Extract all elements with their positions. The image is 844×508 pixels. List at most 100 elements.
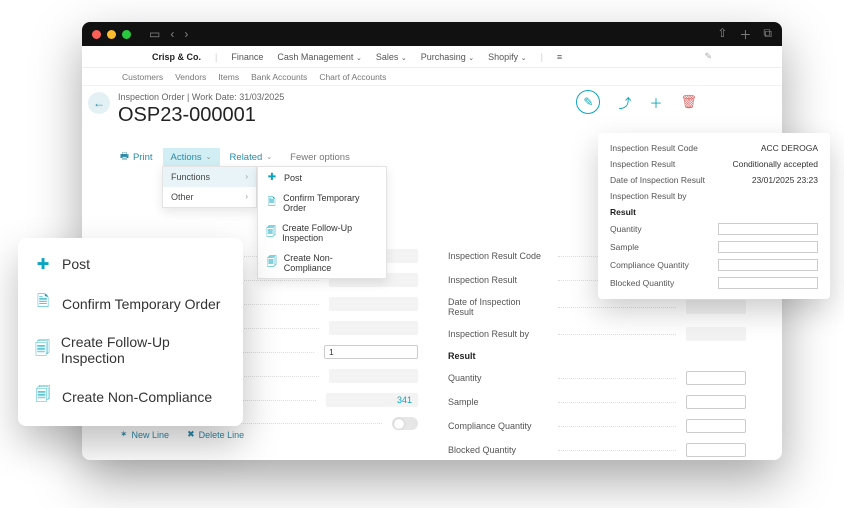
dd-noncomp[interactable]: 🗐Create Non-Compliance xyxy=(258,248,386,278)
input-result-by[interactable] xyxy=(686,327,746,341)
rc-label-by: Inspection Result by xyxy=(610,191,687,201)
dd-other[interactable]: Other› xyxy=(163,187,256,207)
rc-input-compqty[interactable] xyxy=(718,259,818,271)
rc-label-qty: Quantity xyxy=(610,224,642,234)
nav-shopify[interactable]: Shopify ⌄ xyxy=(488,52,526,62)
detail-card: Inspection Result Code ACC DEROGA Inspect… xyxy=(598,133,830,299)
nav-more-icon[interactable]: ≡ xyxy=(557,52,563,62)
card-followup[interactable]: 🗐Create Follow-Up Inspection xyxy=(18,325,243,375)
input-date-result[interactable] xyxy=(686,300,746,314)
input-341[interactable]: 341 xyxy=(326,393,418,407)
rc-label-resultb: Result xyxy=(610,207,636,217)
rc-input-qty[interactable] xyxy=(718,223,818,235)
doc-icon: 🗎 xyxy=(34,291,52,316)
brand[interactable]: Crisp & Co. xyxy=(152,52,201,62)
sub-nav: Customers Vendors Items Bank Accounts Ch… xyxy=(82,68,782,86)
noncomp-icon: 🗐 xyxy=(34,384,52,409)
window-min-dot[interactable] xyxy=(107,30,116,39)
nav-sales[interactable]: Sales ⌄ xyxy=(376,52,407,62)
label-quantity: Quantity xyxy=(448,373,548,383)
label-result: Inspection Result xyxy=(448,275,548,285)
nav-cash[interactable]: Cash Management ⌄ xyxy=(277,52,361,62)
titlebar: ▭ ‹ › ⇧ ＋ ⧉ xyxy=(82,22,782,46)
label-result-bold: Result xyxy=(448,351,548,361)
top-nav: Crisp & Co. | Finance Cash Management ⌄ … xyxy=(82,46,782,68)
card-confirm[interactable]: 🗎Confirm Temporary Order xyxy=(18,282,243,325)
input-blank4[interactable] xyxy=(329,369,418,383)
share-icon[interactable]: ⇧ xyxy=(717,26,727,43)
label-blockedqty: Blocked Quantity xyxy=(448,445,548,455)
actions-dropdown-button[interactable]: Actions⌄ xyxy=(163,148,220,167)
page-actions: ✎ ⤴ ＋ 🗑 xyxy=(576,90,697,114)
delete-button[interactable]: 🗑 xyxy=(680,94,697,110)
actions-dropdown: Functions› Other› xyxy=(162,166,257,208)
post-icon: ✚ xyxy=(34,255,52,273)
toggle-switch[interactable] xyxy=(392,417,418,430)
delete-line-button[interactable]: ✖Delete Line xyxy=(187,429,244,440)
rc-input-sample[interactable] xyxy=(718,241,818,253)
input-one[interactable]: 1 xyxy=(324,345,418,359)
input-blank2[interactable] xyxy=(329,321,418,335)
functions-submenu: ✚Post 🗎Confirm Temporary Order 🗐Create F… xyxy=(257,166,387,279)
rc-label-code: Inspection Result Code xyxy=(610,143,698,153)
rc-label-result: Inspection Result xyxy=(610,159,675,169)
nav-back-icon[interactable]: ‹ xyxy=(170,27,174,41)
card-noncomp[interactable]: 🗐Create Non-Compliance xyxy=(18,375,243,418)
nav-fwd-icon[interactable]: › xyxy=(184,27,188,41)
dd-followup[interactable]: 🗐Create Follow-Up Inspection xyxy=(258,218,386,248)
rc-val-date: 23/01/2025 23:23 xyxy=(752,175,818,185)
window-close-dot[interactable] xyxy=(92,30,101,39)
back-button[interactable]: ← xyxy=(88,92,110,114)
rc-label-compqty: Compliance Quantity xyxy=(610,260,689,270)
subnav-coa[interactable]: Chart of Accounts xyxy=(319,72,386,82)
input-sample[interactable] xyxy=(686,395,746,409)
rc-label-sample: Sample xyxy=(610,242,639,252)
sidebar-toggle-icon[interactable]: ▭ xyxy=(149,27,160,41)
subnav-items[interactable]: Items xyxy=(218,72,239,82)
rc-val-result: Conditionally accepted xyxy=(732,159,818,169)
edit-button[interactable]: ✎ xyxy=(576,90,600,114)
followup-icon: 🗐 xyxy=(34,338,51,363)
rc-val-code: ACC DEROGA xyxy=(761,143,818,153)
label-result-by: Inspection Result by xyxy=(448,329,548,339)
input-blockedqty[interactable] xyxy=(686,443,746,457)
lines-actions: ✶New Line ✖Delete Line xyxy=(120,429,244,440)
share-button[interactable]: ⤴ xyxy=(618,93,631,112)
print-button[interactable]: 🖶Print xyxy=(112,145,161,169)
print-icon: 🖶 xyxy=(120,149,129,165)
tabs-icon[interactable]: ⧉ xyxy=(763,26,772,43)
nav-purchasing[interactable]: Purchasing ⌄ xyxy=(421,52,474,62)
dd-functions[interactable]: Functions› xyxy=(163,167,256,187)
related-dropdown-button[interactable]: Related⌄ xyxy=(222,148,281,167)
star-icon: ✶ xyxy=(120,429,128,440)
input-compqty[interactable] xyxy=(686,419,746,433)
card-post[interactable]: ✚Post xyxy=(18,246,243,282)
edit-layout-icon[interactable]: ✎ xyxy=(704,51,712,62)
label-result-code: Inspection Result Code xyxy=(448,251,548,261)
subnav-bank[interactable]: Bank Accounts xyxy=(251,72,307,82)
subnav-customers[interactable]: Customers xyxy=(122,72,163,82)
dd-post[interactable]: ✚Post xyxy=(258,167,386,188)
window-max-dot[interactable] xyxy=(122,30,131,39)
post-icon: ✚ xyxy=(266,172,278,183)
followup-icon: 🗐 xyxy=(266,225,276,242)
new-line-button[interactable]: ✶New Line xyxy=(120,429,169,440)
plus-icon[interactable]: ＋ xyxy=(739,26,751,43)
label-compqty: Compliance Quantity xyxy=(448,421,548,431)
x-icon: ✖ xyxy=(187,429,195,440)
rc-label-blocked: Blocked Quantity xyxy=(610,278,674,288)
noncomp-icon: 🗐 xyxy=(266,255,278,272)
input-blank1[interactable] xyxy=(329,297,418,311)
new-button[interactable]: ＋ xyxy=(649,93,662,112)
label-date-result: Date of Inspection Result xyxy=(448,297,548,317)
doc-icon: 🗎 xyxy=(266,195,277,212)
nav-finance[interactable]: Finance xyxy=(231,52,263,62)
rc-input-blocked[interactable] xyxy=(718,277,818,289)
rc-label-date: Date of Inspection Result xyxy=(610,175,705,185)
dd-confirm[interactable]: 🗎Confirm Temporary Order xyxy=(258,188,386,218)
actions-card: ✚Post 🗎Confirm Temporary Order 🗐Create F… xyxy=(18,238,243,426)
fewer-options-button[interactable]: Fewer options xyxy=(282,148,358,167)
subnav-vendors[interactable]: Vendors xyxy=(175,72,206,82)
label-sample: Sample xyxy=(448,397,548,407)
input-quantity[interactable] xyxy=(686,371,746,385)
